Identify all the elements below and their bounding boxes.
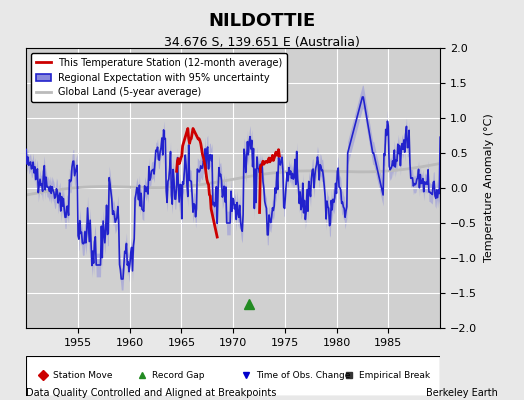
Text: Data Quality Controlled and Aligned at Breakpoints: Data Quality Controlled and Aligned at B… [26,388,277,398]
Text: Berkeley Earth: Berkeley Earth [426,388,498,398]
Text: NILDOTTIE: NILDOTTIE [209,12,315,30]
Text: Record Gap: Record Gap [152,372,205,380]
Legend: This Temperature Station (12-month average), Regional Expectation with 95% uncer: This Temperature Station (12-month avera… [31,53,287,102]
Text: Time of Obs. Change: Time of Obs. Change [256,372,351,380]
Text: Empirical Break: Empirical Break [359,372,431,380]
Text: 34.676 S, 139.651 E (Australia): 34.676 S, 139.651 E (Australia) [164,36,360,49]
Y-axis label: Temperature Anomaly (°C): Temperature Anomaly (°C) [484,114,494,262]
Text: Station Move: Station Move [53,372,113,380]
FancyBboxPatch shape [26,356,440,396]
